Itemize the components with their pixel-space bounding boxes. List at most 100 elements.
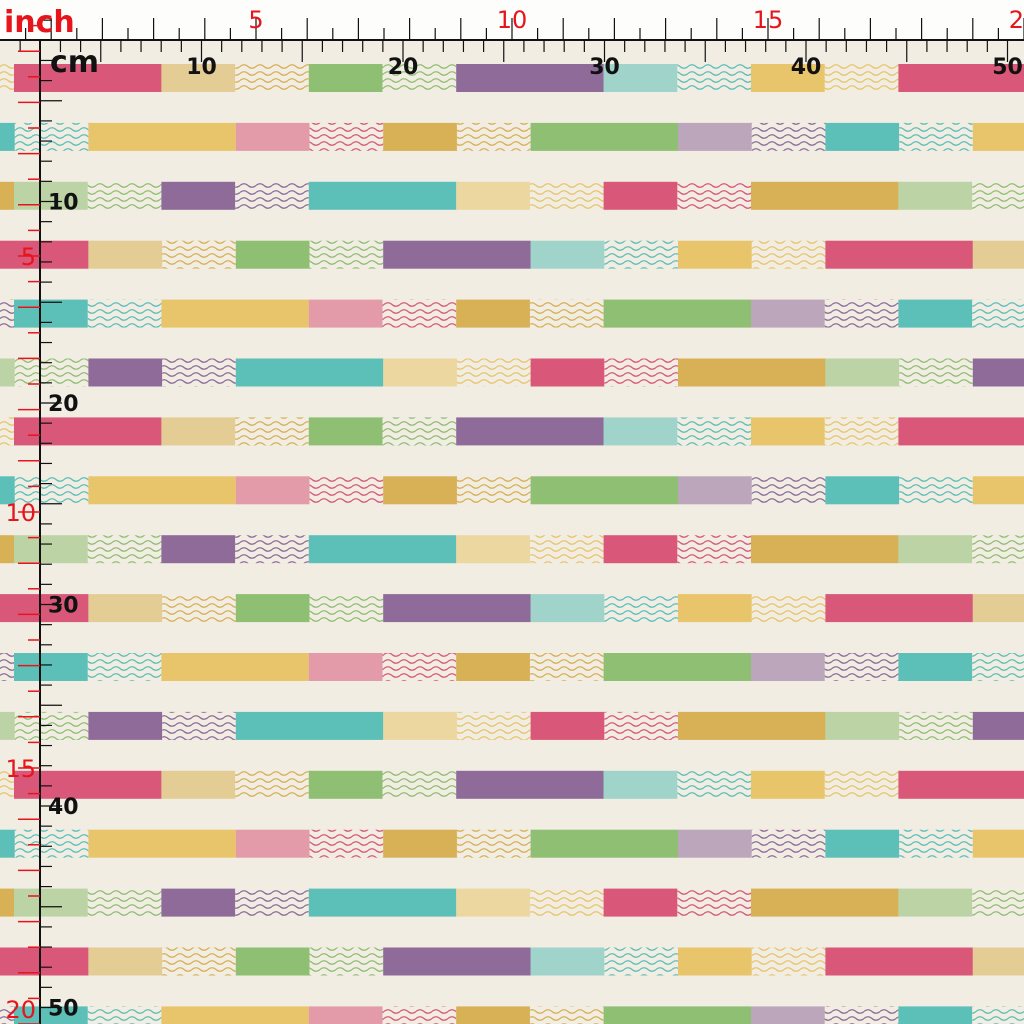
light-stripe (898, 181, 973, 210)
inch-label: 20 (1009, 6, 1024, 34)
light-stripe (456, 535, 530, 564)
wave-stripe (972, 1006, 1024, 1024)
wave-stripe (235, 535, 309, 564)
light-stripe (88, 240, 163, 269)
inch-label: 5 (248, 6, 263, 34)
cm-unit-label: cm (50, 45, 99, 80)
wave-stripe (14, 476, 89, 505)
solid-stripe (0, 947, 89, 976)
dense-wave-stripe (678, 594, 752, 623)
dense-wave-stripe (825, 829, 900, 858)
wave-stripe (309, 947, 384, 976)
solid-stripe (308, 535, 457, 564)
wave-stripe (677, 535, 751, 564)
light-stripe (530, 947, 605, 976)
solid-stripe (603, 1006, 751, 1024)
wave-stripe (0, 653, 14, 681)
cm-label: 20 (388, 55, 419, 80)
wave-stripe (899, 829, 973, 858)
light-stripe (308, 1006, 383, 1024)
solid-stripe (751, 181, 899, 210)
wave-stripe (0, 1006, 14, 1024)
inch-label: 10 (5, 499, 36, 527)
solid-stripe (0, 240, 89, 269)
wave-stripe (456, 476, 531, 505)
dense-wave-stripe (898, 299, 973, 328)
solid-stripe (14, 770, 162, 799)
dense-wave-stripe (972, 711, 1024, 740)
wave-stripe (0, 770, 14, 799)
wave-stripe (824, 299, 899, 328)
wave-stripe (604, 594, 678, 623)
stripe-pattern (0, 64, 1024, 1024)
light-stripe (88, 947, 163, 976)
wave-stripe (309, 240, 384, 269)
inch-label: 5 (21, 243, 36, 271)
wave-stripe (824, 417, 899, 446)
light-stripe (14, 888, 88, 917)
solid-stripe (751, 535, 899, 564)
cm-label: 10 (48, 191, 79, 216)
light-stripe (972, 594, 1024, 623)
wave-stripe (162, 358, 236, 387)
light-stripe (972, 947, 1024, 976)
solid-stripe (161, 299, 309, 328)
wave-stripe (529, 1006, 604, 1024)
wave-stripe (309, 829, 384, 858)
solid-stripe (530, 122, 678, 151)
cm-label: 50 (992, 55, 1023, 80)
cm-label: 20 (48, 392, 79, 417)
light-stripe (603, 64, 678, 92)
wave-stripe (677, 770, 751, 799)
wave-stripe (309, 594, 384, 623)
wave-stripe (309, 122, 384, 151)
dense-wave-stripe (235, 947, 310, 976)
wave-stripe (677, 64, 751, 92)
light-stripe (825, 358, 900, 387)
dense-wave-stripe (456, 299, 530, 328)
inch-label: 15 (753, 6, 784, 34)
dense-wave-stripe (0, 829, 15, 858)
solid-stripe (678, 358, 826, 387)
cm-label: 50 (48, 997, 79, 1022)
light-stripe (308, 653, 383, 681)
wave-stripe (235, 770, 309, 799)
inch-label: 15 (5, 755, 36, 783)
solid-stripe (898, 417, 1024, 446)
wave-stripe (677, 888, 751, 917)
wave-stripe (972, 299, 1024, 328)
wave-stripe (972, 535, 1024, 564)
wave-stripe (235, 417, 309, 446)
wave-stripe (824, 653, 899, 681)
solid-stripe (88, 829, 236, 858)
wave-stripe (456, 122, 531, 151)
wave-stripe (972, 888, 1024, 917)
dense-wave-stripe (14, 653, 88, 681)
light-stripe (456, 181, 530, 210)
cm-label: 40 (48, 795, 79, 820)
solid-stripe (972, 829, 1024, 858)
light-stripe (0, 711, 15, 740)
wave-stripe (677, 417, 751, 446)
wave-stripe (235, 888, 309, 917)
solid-stripe (0, 181, 14, 210)
light-stripe (678, 122, 752, 151)
solid-stripe (972, 476, 1024, 505)
solid-stripe (0, 888, 14, 917)
solid-stripe (972, 122, 1024, 151)
dense-wave-stripe (308, 770, 383, 799)
cm-label: 30 (48, 594, 79, 619)
inch-label: 10 (497, 6, 528, 34)
wave-stripe (87, 535, 162, 564)
solid-stripe (603, 653, 751, 681)
wave-stripe (162, 594, 236, 623)
solid-stripe (0, 594, 89, 623)
dense-wave-stripe (235, 594, 310, 623)
wave-stripe (382, 417, 457, 446)
wave-stripe (529, 653, 604, 681)
solid-stripe (751, 888, 899, 917)
dense-wave-stripe (603, 181, 678, 210)
dense-wave-stripe (14, 299, 88, 328)
light-stripe (235, 829, 310, 858)
